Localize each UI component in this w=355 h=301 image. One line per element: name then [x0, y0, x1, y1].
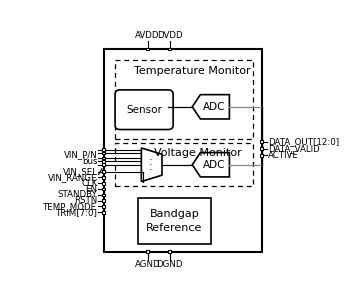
Bar	[102, 194, 105, 196]
Bar	[260, 147, 263, 150]
Text: VIN_RANGE: VIN_RANGE	[48, 173, 98, 182]
Bar	[168, 48, 171, 50]
Text: ·: ·	[148, 165, 152, 175]
Text: Bandgap
Reference: Bandgap Reference	[146, 209, 203, 233]
Bar	[102, 170, 105, 173]
Text: STANDBY: STANDBY	[58, 190, 98, 199]
Bar	[168, 250, 171, 253]
Bar	[102, 188, 105, 190]
Bar	[102, 160, 105, 163]
Text: TEMP_MODE: TEMP_MODE	[43, 202, 98, 211]
Text: bus: bus	[82, 157, 98, 166]
Text: CLK: CLK	[81, 179, 98, 188]
Text: Sensor: Sensor	[126, 105, 162, 115]
FancyBboxPatch shape	[115, 90, 173, 129]
Text: ADC: ADC	[203, 102, 225, 112]
Bar	[260, 140, 263, 143]
Text: EN: EN	[86, 185, 98, 194]
Text: Voltage Monitor: Voltage Monitor	[154, 148, 242, 158]
FancyBboxPatch shape	[104, 49, 262, 252]
Bar	[146, 250, 149, 253]
Text: TRIM[7:0]: TRIM[7:0]	[56, 208, 98, 217]
Text: AVDD: AVDD	[135, 31, 160, 40]
Bar	[102, 182, 105, 185]
Text: DATA_VALID: DATA_VALID	[268, 144, 320, 153]
Bar	[102, 152, 105, 154]
Polygon shape	[141, 148, 162, 182]
Text: AGND: AGND	[135, 260, 160, 269]
Text: ·: ·	[148, 155, 152, 165]
Bar	[102, 148, 105, 151]
Text: RSTN: RSTN	[74, 196, 98, 205]
Polygon shape	[192, 153, 229, 177]
Text: DATA_OUT[12:0]: DATA_OUT[12:0]	[268, 137, 339, 146]
FancyBboxPatch shape	[115, 143, 253, 186]
Bar	[102, 199, 105, 202]
Text: DGND: DGND	[156, 260, 183, 269]
Text: ACTIVE: ACTIVE	[268, 151, 299, 160]
Text: VIN_SEL: VIN_SEL	[62, 167, 98, 176]
Bar	[102, 176, 105, 179]
Bar	[102, 211, 105, 213]
Bar	[146, 48, 149, 50]
Text: ·: ·	[148, 160, 152, 170]
Text: DVDD: DVDD	[157, 31, 182, 40]
Text: ADC: ADC	[203, 160, 225, 170]
Bar	[102, 205, 105, 208]
Bar	[260, 154, 263, 157]
FancyBboxPatch shape	[138, 198, 211, 244]
Text: VIN_P/N: VIN_P/N	[64, 150, 98, 159]
Bar	[102, 163, 105, 166]
Text: Temperature Monitor: Temperature Monitor	[134, 66, 251, 76]
Polygon shape	[192, 95, 229, 119]
FancyBboxPatch shape	[115, 61, 253, 139]
Bar	[102, 157, 105, 159]
